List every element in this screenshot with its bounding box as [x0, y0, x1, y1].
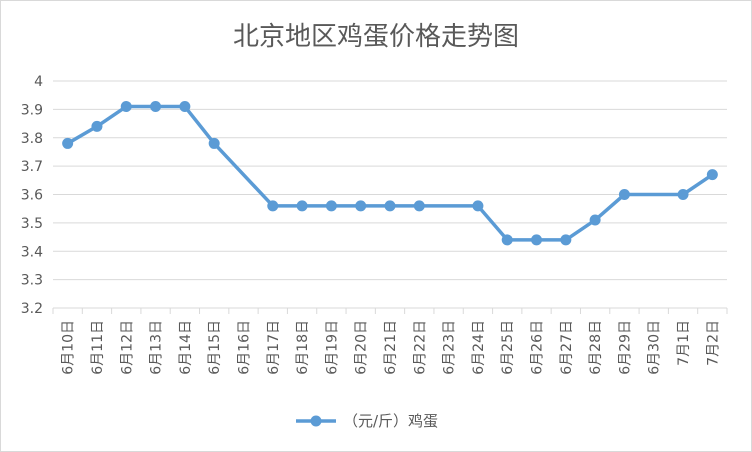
data-point — [296, 200, 308, 212]
x-tick-label: 6月17日 — [266, 320, 282, 375]
x-tick-label: 6月24日 — [471, 320, 487, 375]
y-axis-ticks: 3.2 3.3 3.4 3.5 3.6 3.7 3.8 3.9 4 — [21, 74, 43, 317]
data-point — [179, 101, 191, 113]
data-point — [325, 200, 337, 212]
series-line — [65, 104, 715, 242]
x-tick-label: 6月22日 — [412, 320, 428, 375]
y-tick-label: 3.7 — [21, 159, 43, 175]
y-tick-label: 3.6 — [21, 188, 43, 204]
x-tick-label: 6月21日 — [383, 320, 399, 375]
data-point — [267, 200, 279, 212]
x-tick-label: 6月27日 — [559, 320, 575, 375]
legend-label: （元/斤）鸡蛋 — [343, 412, 438, 430]
data-point — [150, 101, 162, 113]
x-tick-label: 6月18日 — [295, 320, 311, 375]
x-tick-label: 6月11日 — [90, 320, 106, 375]
y-tick-label: 3.3 — [21, 273, 43, 289]
y-tick-label: 3.8 — [21, 131, 43, 147]
data-point — [208, 137, 220, 149]
x-tick-label: 6月14日 — [178, 320, 194, 375]
x-tick-label: 6月23日 — [442, 320, 458, 375]
x-tick-label: 6月12日 — [119, 320, 135, 375]
x-tick-label: 6月26日 — [530, 320, 546, 375]
y-tick-label: 3.4 — [21, 244, 43, 260]
y-tick-label: 3.5 — [21, 216, 43, 232]
x-axis-ticks: 6月10日 6月11日 6月12日 6月13日 6月14日 6月15日 6月16日 6月17日… — [52, 308, 728, 375]
x-tick-label: 6月13日 — [149, 320, 165, 375]
data-point — [384, 200, 396, 212]
data-point — [355, 200, 367, 212]
data-point — [501, 234, 513, 246]
x-tick-label: 6月15日 — [207, 320, 223, 375]
x-tick-label: 6月10日 — [61, 320, 77, 375]
chart-title: 北京地区鸡蛋价格走势图 — [233, 22, 519, 52]
data-point — [62, 137, 74, 149]
data-point — [706, 169, 718, 181]
x-tick-label: 6月20日 — [354, 320, 370, 375]
legend-marker — [310, 415, 322, 427]
y-tick-label: 4 — [34, 74, 43, 90]
data-point — [618, 189, 630, 200]
x-tick-label: 6月16日 — [236, 320, 252, 375]
x-tick-label: 6月29日 — [617, 320, 633, 375]
data-point — [677, 189, 689, 200]
x-tick-label: 7月1日 — [676, 320, 692, 366]
x-tick-label: 6月19日 — [324, 320, 340, 375]
x-tick-label: 7月2日 — [705, 320, 721, 366]
x-tick-label: 6月28日 — [588, 320, 604, 375]
x-tick-label: 6月25日 — [500, 320, 516, 375]
x-tick-label: 6月30日 — [647, 320, 663, 375]
data-point — [91, 120, 103, 132]
data-point — [472, 200, 484, 212]
data-point — [413, 200, 425, 212]
series-layer — [62, 101, 718, 246]
y-tick-label: 3.9 — [21, 102, 43, 118]
data-point — [531, 234, 543, 246]
data-point — [589, 214, 601, 226]
y-tick-label: 3.2 — [21, 301, 43, 317]
legend: （元/斤）鸡蛋 — [296, 412, 438, 430]
data-point — [120, 101, 132, 113]
data-point — [560, 234, 572, 246]
gridlines — [53, 80, 727, 309]
